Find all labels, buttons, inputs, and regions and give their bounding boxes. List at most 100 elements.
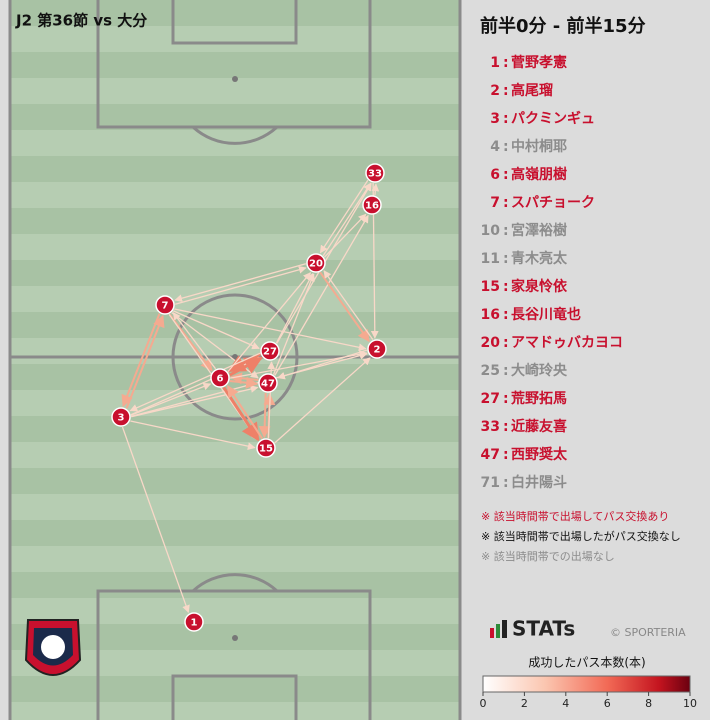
separator: :	[503, 251, 509, 267]
pitch-stripe	[10, 702, 460, 724]
player-nodes: 1 2 3 6 7 15 16 20 27 33 47	[111, 163, 387, 632]
player-name: 長谷川竜也	[511, 306, 581, 323]
pitch-stripe	[10, 0, 460, 26]
player-name: 西野奨太	[511, 446, 568, 463]
player-number: 10	[481, 223, 501, 239]
player-node-label: 7	[162, 301, 169, 312]
colorbar-ticks: 0 2 4 6 8 10	[480, 692, 697, 710]
player-node-label: 27	[263, 347, 277, 358]
separator: :	[503, 195, 509, 211]
player-node	[367, 339, 387, 359]
pass-arrow	[174, 263, 307, 303]
pass-arrow	[274, 357, 371, 444]
separator: :	[503, 363, 509, 379]
club-crest	[24, 619, 82, 676]
player-node	[362, 195, 382, 215]
player-name: 近藤友喜	[511, 418, 567, 435]
pitch-stripe	[10, 494, 460, 520]
brand-logo: STATs	[512, 617, 575, 641]
pass-arrow	[322, 182, 372, 257]
pitch-stripe	[10, 676, 460, 702]
player-name: スパチョーク	[511, 195, 595, 211]
pitch-stripe	[10, 442, 460, 468]
player-number: 25	[481, 363, 500, 379]
player-name: 高嶺朋樹	[511, 166, 567, 183]
note: ※ 該当時間帯で出場したがパス交換なし	[481, 529, 681, 543]
pitch-stripe	[10, 468, 460, 494]
player-number: 6	[490, 167, 500, 183]
colorbar-tick-label: 8	[645, 697, 652, 710]
pass-arrow	[319, 179, 369, 254]
separator: :	[503, 167, 509, 183]
player-number: 71	[481, 475, 500, 491]
player-name: パクミンギュ	[511, 110, 595, 127]
pitch-stripe	[10, 650, 460, 676]
period-title: 前半0分 - 前半15分	[480, 15, 646, 37]
player-number: 4	[490, 139, 500, 155]
player-node	[184, 612, 204, 632]
pass-arrow	[277, 349, 368, 380]
separator: :	[503, 307, 509, 323]
colorbar-tick-label: 4	[562, 697, 569, 710]
pass-arrow	[130, 420, 256, 451]
pass-arrow	[323, 270, 374, 341]
player-number: 33	[481, 419, 500, 435]
colorbar	[482, 675, 691, 693]
notes: ※ 該当時間帯で出場してパス交換あり ※ 該当時間帯で出場したがパス交換なし ※ 該…	[481, 509, 681, 563]
pitch-stripe	[10, 78, 460, 104]
pitch-lines	[8, 0, 462, 724]
pass-arrow	[130, 382, 212, 416]
player-number: 15	[481, 279, 500, 295]
player-number: 11	[481, 251, 500, 267]
player-number: 20	[481, 335, 501, 351]
player-node-label: 15	[259, 444, 273, 455]
player-name: 荒野拓馬	[510, 390, 567, 407]
pass-arrow	[272, 273, 315, 375]
player-node-label: 47	[261, 379, 275, 390]
separator: :	[503, 55, 509, 71]
pass-arrow	[371, 183, 380, 196]
pass-arrow	[125, 314, 165, 409]
pitch-stripe	[10, 312, 460, 338]
player-name: 菅野孝憲	[511, 54, 567, 71]
pass-arrow	[173, 310, 260, 350]
note: ※ 該当時間帯での出場なし	[481, 549, 615, 563]
separator: :	[503, 475, 509, 491]
pitch-stripe	[10, 286, 460, 312]
separator: :	[503, 335, 509, 351]
pass-arrow	[174, 265, 307, 305]
pass-arrow	[121, 313, 161, 408]
stats-logo: STATs © SPORTERIA	[490, 617, 686, 641]
pitch-stripe	[10, 260, 460, 286]
pass-arrow	[226, 385, 264, 440]
pass-arrow	[174, 308, 367, 352]
player-number: 47	[481, 447, 500, 463]
pass-arrow	[172, 311, 217, 370]
player-name: 白井陽斗	[511, 474, 567, 491]
player-name: 中村桐耶	[511, 138, 567, 155]
player-name: 大崎玲央	[511, 362, 568, 379]
player-node	[260, 341, 280, 361]
pass-arrow	[275, 272, 314, 344]
player-name: 宮澤裕樹	[511, 222, 567, 239]
pitch-stripe	[10, 156, 460, 182]
separator: :	[503, 279, 509, 295]
player-node-label: 3	[118, 413, 125, 424]
pass-arrow	[274, 214, 369, 376]
player-node-label: 2	[374, 345, 381, 356]
pass-arrow	[227, 352, 261, 373]
player-node-label: 16	[365, 201, 379, 212]
pass-arrow	[227, 272, 311, 373]
pass-arrow	[323, 213, 367, 258]
player-number: 1	[490, 55, 500, 71]
pass-arrow	[168, 313, 213, 372]
pitch-stripe	[10, 520, 460, 546]
pitch-stripe	[10, 572, 460, 598]
pass-arrow	[121, 426, 190, 614]
player-node-label: 20	[309, 259, 323, 270]
pass-arrow	[129, 352, 261, 412]
separator: :	[503, 83, 509, 99]
pitch-stripe	[10, 234, 460, 260]
